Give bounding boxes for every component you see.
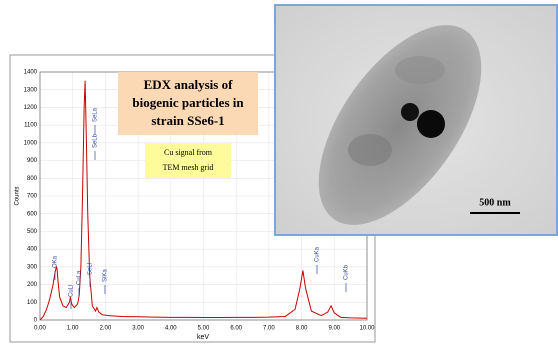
- y-tick-label: 100: [27, 300, 38, 306]
- tem-inset: 500 nm: [275, 0, 557, 252]
- title-line: strain SSe6-1: [151, 113, 224, 128]
- figure: Counts keV 01002003004005006007008009001…: [0, 0, 558, 347]
- peak-label: CuKa: [315, 246, 321, 262]
- x-tick-label: 9.00: [328, 326, 340, 332]
- y-tick-label: 1300: [24, 87, 38, 93]
- y-tick-label: 1400: [24, 70, 38, 76]
- peak-label: SeLl: [88, 263, 94, 275]
- y-tick-label: 600: [27, 211, 38, 217]
- x-tick-label: 6.00: [230, 326, 242, 332]
- particle: [417, 110, 445, 138]
- peak-label: SeLa: [93, 107, 99, 122]
- particle: [401, 103, 419, 121]
- note-line: Cu signal from: [164, 148, 213, 157]
- y-tick-label: 1100: [24, 123, 38, 129]
- peak-label: CuLl: [69, 285, 75, 297]
- peak-label: OKa: [53, 255, 59, 268]
- x-tick-label: 7.00: [263, 326, 275, 332]
- x-tick-label: 5.00: [198, 326, 210, 332]
- x-axis-label: keV: [197, 334, 209, 341]
- x-tick-label: 3.00: [132, 326, 144, 332]
- y-tick-label: 800: [27, 176, 38, 182]
- x-tick-label: 1.00: [67, 326, 79, 332]
- x-tick-label: 4.00: [165, 326, 177, 332]
- x-tick-label: 0.00: [34, 326, 46, 332]
- x-tick-label: 10.00: [359, 326, 375, 332]
- y-tick-label: 900: [27, 158, 38, 164]
- y-tick-label: 1000: [24, 140, 38, 146]
- x-tick-label: 2.00: [100, 326, 112, 332]
- page: Counts keV 01002003004005006007008009001…: [0, 0, 558, 352]
- cell-texture: [348, 134, 392, 166]
- y-tick-label: 200: [27, 282, 38, 288]
- x-tick-label: 8.00: [296, 326, 308, 332]
- scale-bar-label: 500 nm: [479, 197, 511, 208]
- title-line: EDX analysis of: [144, 77, 234, 92]
- y-tick-label: 300: [27, 264, 38, 270]
- peak-label: CuKb: [344, 264, 350, 280]
- y-axis-label: Counts: [15, 186, 21, 205]
- peak-label: CuLa: [77, 270, 83, 285]
- y-tick-label: 1200: [24, 105, 38, 111]
- peak-label: SiKa: [103, 269, 109, 282]
- peak-label: SeLb: [93, 133, 99, 148]
- y-tick-label: 500: [27, 229, 38, 235]
- note-line: TEM mesh grid: [163, 163, 214, 172]
- cell-texture: [395, 56, 445, 84]
- title-line: biogenic particles in: [132, 95, 244, 110]
- y-tick-label: 700: [27, 194, 38, 200]
- y-tick-label: 400: [27, 247, 38, 253]
